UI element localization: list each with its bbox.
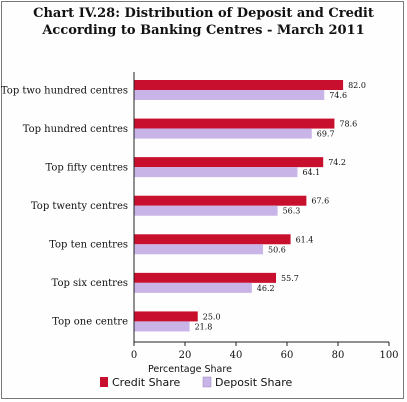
deposit-bar	[134, 244, 264, 255]
deposit-bar	[134, 167, 298, 178]
credit-bar	[134, 80, 344, 90]
deposit-bar	[134, 205, 278, 216]
category-label: Top twenty centres	[31, 201, 128, 212]
category-label: Top two hundred centres	[1, 85, 128, 96]
deposit-bar	[134, 282, 252, 293]
deposit-value-label: 21.8	[195, 322, 213, 331]
deposit-value-label: 46.2	[257, 284, 275, 293]
legend-swatch-credit	[100, 377, 108, 387]
legend-swatch-deposit	[202, 376, 212, 388]
deposit-value-label: 74.6	[329, 91, 347, 100]
deposit-value-label: 50.6	[268, 245, 286, 254]
credit-value-label: 25.0	[203, 312, 221, 321]
x-tick-label: 60	[281, 350, 294, 361]
deposit-bar	[134, 321, 190, 332]
category-label: Top one centre	[52, 317, 128, 328]
credit-value-label: 74.2	[328, 158, 346, 167]
deposit-value-label: 64.1	[302, 168, 320, 177]
credit-value-label: 61.4	[296, 235, 314, 244]
credit-value-label: 67.6	[311, 197, 329, 206]
credit-bar	[134, 272, 277, 283]
x-tick-label: 0	[131, 350, 137, 361]
credit-bar	[134, 195, 307, 206]
credit-bar	[134, 118, 335, 129]
category-label: Top fifty centres	[45, 162, 128, 173]
x-axis-title: Percentage Share	[148, 364, 232, 375]
x-tick-label: 80	[332, 350, 345, 361]
credit-value-label: 78.6	[339, 120, 357, 129]
chart-title-line-2: According to Banking Centres - March 201…	[42, 23, 365, 38]
deposit-bar	[134, 90, 325, 100]
category-label: Top six centres	[52, 278, 128, 289]
deposit-bar	[134, 128, 312, 139]
x-tick-label: 100	[379, 350, 398, 361]
credit-bar	[134, 157, 324, 168]
legend-label-deposit: Deposit Share	[215, 376, 293, 389]
legend-label-credit: Credit Share	[112, 376, 181, 389]
x-tick-label: 40	[230, 350, 243, 361]
credit-value-label: 55.7	[281, 274, 299, 283]
chart-title-line-1: Chart IV.28: Distribution of Deposit and…	[33, 6, 374, 21]
deposit-value-label: 69.7	[317, 130, 335, 139]
category-label: Top ten centres	[49, 240, 128, 251]
credit-bar	[134, 234, 291, 245]
deposit-value-label: 56.3	[283, 207, 301, 216]
chart-title: Chart IV.28: Distribution of Deposit and…	[0, 5, 407, 39]
x-tick-label: 20	[179, 350, 192, 361]
credit-bar	[134, 311, 198, 322]
category-label: Top hundred centres	[23, 124, 128, 135]
credit-value-label: 82.0	[348, 81, 366, 90]
